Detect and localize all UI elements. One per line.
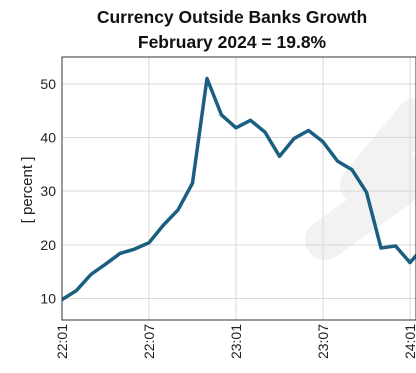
y-tick-labels: 10 20 30 40 50: [40, 76, 56, 307]
y-tick-label: 50: [40, 76, 56, 92]
y-tick-label: 20: [40, 237, 56, 253]
y-tick-label: 40: [40, 130, 56, 146]
x-tick-label: 22:01: [54, 324, 70, 359]
x-tick-label: 22:07: [141, 324, 157, 359]
x-tick-labels: 22:01 22:07 23:01 23:07 24:01: [54, 324, 416, 359]
y-tick-label: 30: [40, 183, 56, 199]
x-tick-label: 23:01: [228, 324, 244, 359]
plot-area-frame: [61, 56, 416, 321]
y-axis-label: [ percent ]: [19, 157, 36, 224]
series-line: [62, 76, 416, 302]
chart-title: Currency Outside Banks Growth: [97, 7, 367, 27]
series-layer: [62, 76, 416, 302]
x-tick-label: 24:01: [402, 324, 416, 359]
watermark-icon: [305, 98, 416, 260]
y-tick-label: 10: [40, 291, 56, 307]
x-tick-label: 23:07: [315, 324, 331, 359]
chart-subtitle: February 2024 = 19.8%: [138, 32, 327, 52]
grid: [61, 57, 416, 320]
